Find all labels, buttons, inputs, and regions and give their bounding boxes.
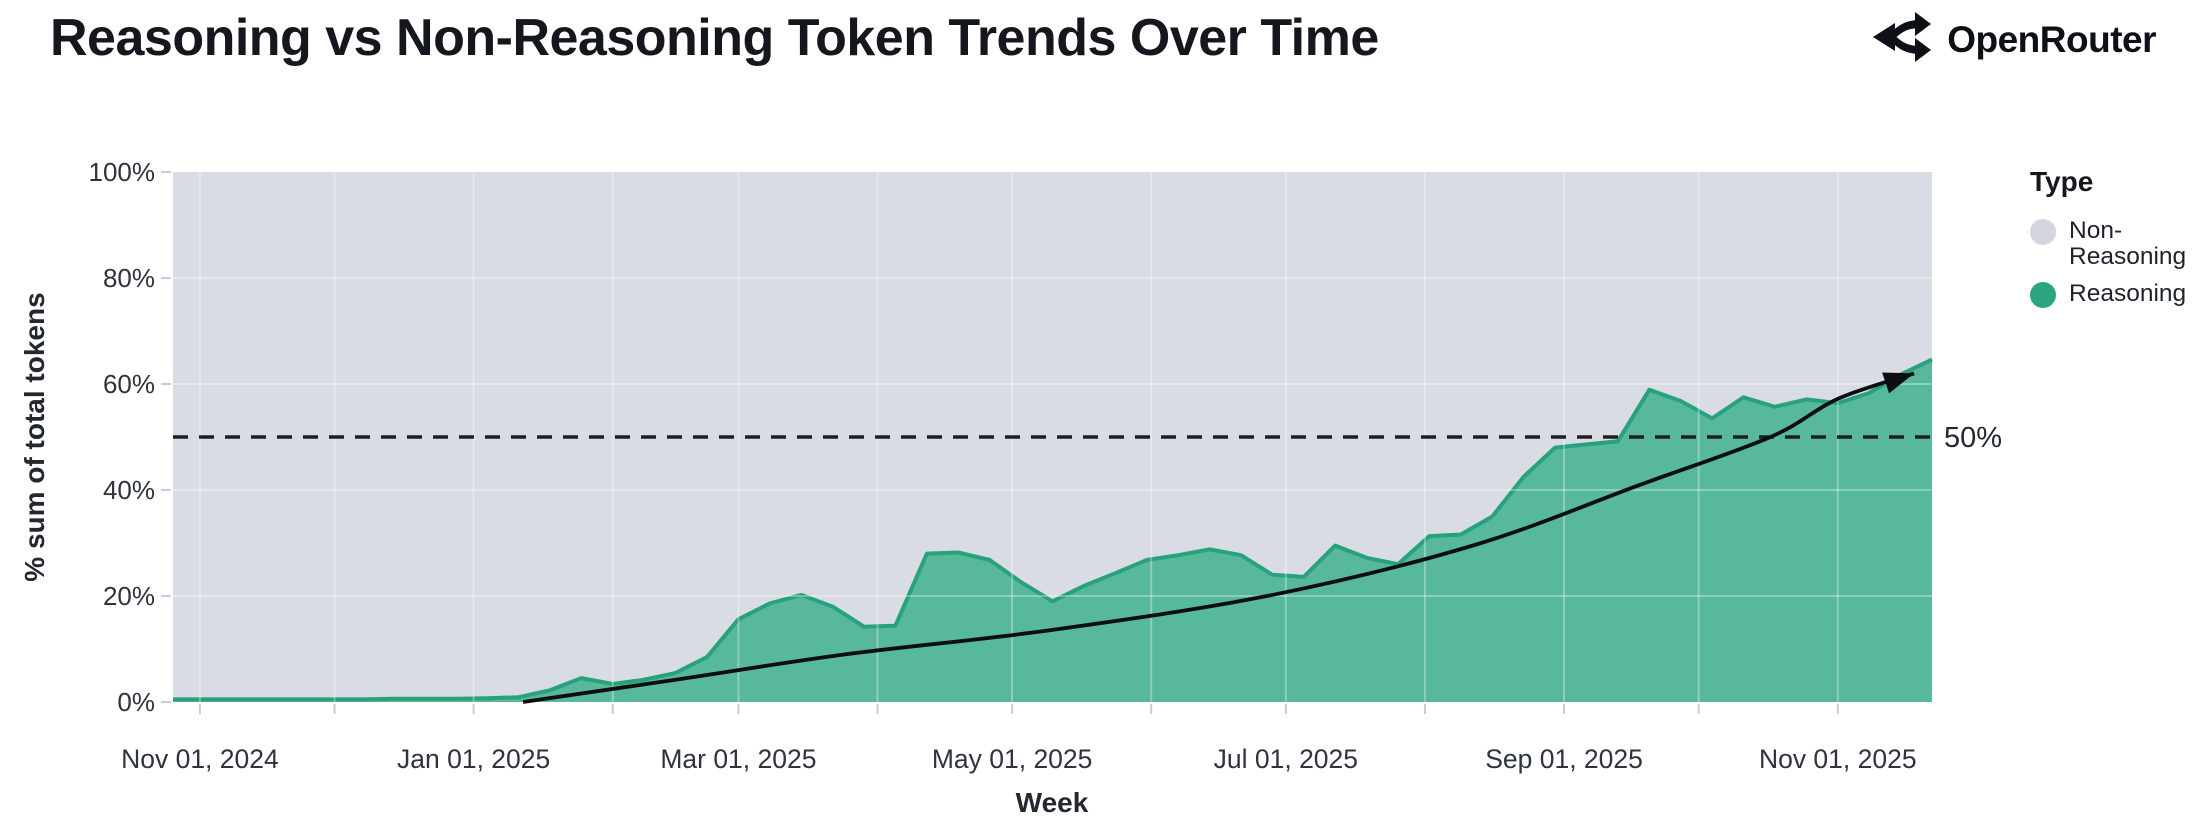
y-tick-label: 100% [89, 157, 156, 187]
legend-item-label: Non-Reasoning [2069, 217, 2187, 271]
legend-item-reasoning[interactable]: Reasoning [2030, 279, 2200, 308]
brand: OpenRouter [1873, 10, 2156, 69]
reasoning-area[interactable] [173, 359, 1932, 702]
y-tick-label: 20% [103, 581, 155, 611]
chart-title: Reasoning vs Non-Reasoning Token Trends … [50, 9, 1379, 67]
y-tick-label: 40% [103, 475, 155, 505]
x-tick-label: Nov 01, 2025 [1759, 744, 1917, 774]
y-axis-title: % sum of total tokens [19, 292, 50, 581]
x-tick-label: Mar 01, 2025 [660, 744, 816, 774]
legend: Type Non-Reasoning Reasoning [2030, 166, 2200, 318]
reasoning-swatch-icon [2030, 281, 2056, 308]
y-axis: 0% 20% 40% 60% 80% 100% % sum of total t… [19, 157, 155, 717]
reference-line-label: 50% [1944, 422, 2002, 454]
trend-arrow-curve [522, 371, 1915, 704]
y-tick-label: 0% [117, 687, 155, 717]
non-reasoning-swatch-icon [2030, 219, 2056, 245]
y-tick-label: 60% [103, 369, 155, 399]
legend-item-label: Reasoning [2069, 279, 2187, 307]
x-tick-label: Sep 01, 2025 [1485, 744, 1643, 774]
x-axis-title: Week [1016, 787, 1089, 818]
brand-name: OpenRouter [1947, 18, 2156, 60]
axis-ticks [161, 171, 1839, 714]
trend-arrowhead-icon [1882, 372, 1915, 394]
x-tick-label: Jul 01, 2025 [1214, 744, 1358, 774]
x-tick-label: May 01, 2025 [932, 744, 1093, 774]
reasoning-area-edge [173, 357, 1933, 702]
legend-title: Type [2030, 166, 2094, 197]
openrouter-logo-icon [1873, 10, 1932, 69]
y-tick-label: 80% [103, 263, 155, 293]
legend-item-non-reasoning[interactable]: Non-Reasoning [2030, 217, 2200, 271]
x-tick-label: Nov 01, 2024 [121, 744, 279, 774]
x-tick-label: Jan 01, 2025 [397, 744, 550, 774]
x-axis: Nov 01, 2024 Jan 01, 2025 Mar 01, 2025 M… [121, 744, 1917, 818]
